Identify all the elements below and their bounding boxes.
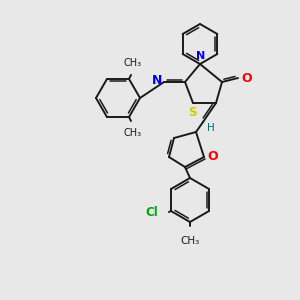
Text: S: S (188, 106, 196, 119)
Text: CH₃: CH₃ (124, 58, 142, 68)
Text: O: O (207, 151, 217, 164)
Text: O: O (241, 71, 252, 85)
Text: H: H (207, 123, 215, 133)
Text: CH₃: CH₃ (124, 128, 142, 138)
Text: Cl: Cl (145, 206, 158, 220)
Text: N: N (152, 74, 162, 88)
Text: N: N (196, 51, 206, 61)
Text: CH₃: CH₃ (180, 236, 200, 246)
